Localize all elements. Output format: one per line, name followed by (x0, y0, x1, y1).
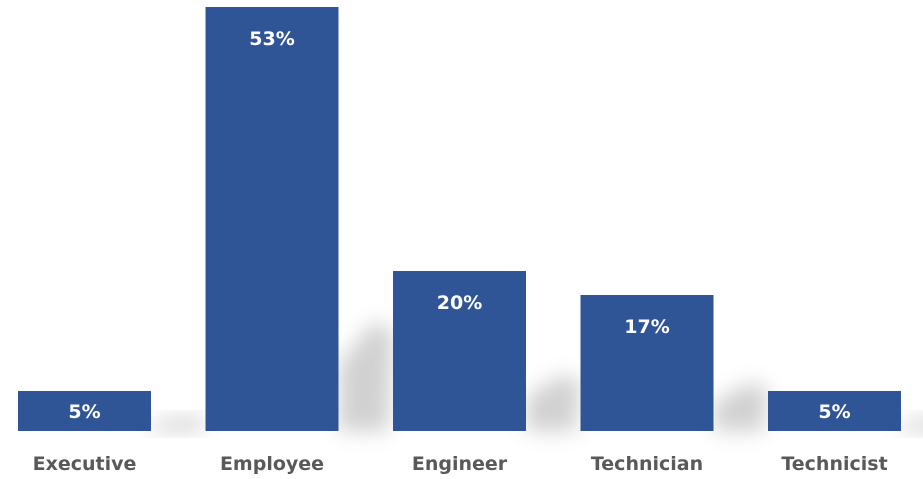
x-tick-label: Technician (591, 453, 703, 475)
bar-value-label: 5% (68, 401, 100, 423)
bar-shadow (338, 321, 394, 431)
bar-shadow (901, 419, 923, 431)
bar-executive (18, 391, 151, 431)
bar-employee (205, 7, 339, 431)
x-tick-label: Executive (33, 453, 137, 475)
bar-engineer (393, 271, 526, 431)
bar-value-labels: 5% 53% 20% 17% 5% (68, 28, 850, 423)
x-axis-tick-labels: Executive Employee Engineer Technician Techn… (33, 453, 888, 475)
bar-shadows (151, 321, 923, 431)
bar-technicist (768, 391, 901, 431)
bars (18, 7, 901, 431)
bar-value-label: 20% (437, 292, 482, 314)
x-tick-label: Employee (220, 453, 324, 475)
bar-value-label: 53% (249, 28, 294, 50)
bar-technician (580, 295, 714, 431)
bar-value-label: 17% (624, 316, 669, 338)
bar-shadow (151, 417, 206, 431)
x-tick-label: Technicist (781, 453, 887, 475)
bar-value-label: 5% (818, 401, 850, 423)
bar-shadow (526, 375, 581, 431)
bar-shadow (713, 383, 769, 431)
x-tick-label: Engineer (412, 453, 508, 475)
